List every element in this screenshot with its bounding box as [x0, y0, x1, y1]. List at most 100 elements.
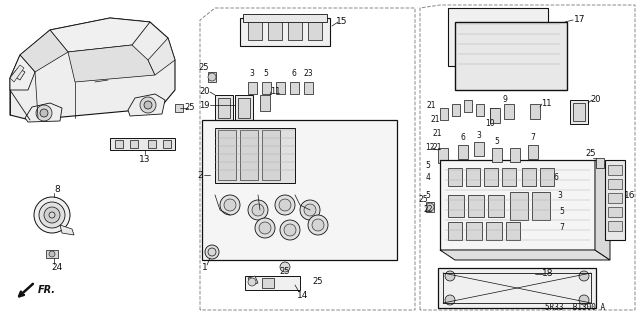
- Bar: [528, 145, 538, 159]
- Bar: [202, 120, 397, 260]
- Text: 25: 25: [418, 196, 428, 204]
- Bar: [235, 95, 253, 121]
- Circle shape: [224, 199, 236, 211]
- Bar: [426, 202, 434, 212]
- Bar: [238, 98, 250, 118]
- Bar: [510, 192, 528, 220]
- Bar: [148, 140, 156, 148]
- Bar: [240, 18, 330, 46]
- Circle shape: [140, 97, 156, 113]
- Text: 3: 3: [250, 70, 255, 78]
- Circle shape: [208, 248, 216, 256]
- Text: 18: 18: [542, 270, 554, 278]
- Bar: [455, 22, 567, 90]
- Polygon shape: [148, 38, 175, 75]
- Bar: [130, 140, 138, 148]
- Circle shape: [275, 195, 295, 215]
- Circle shape: [445, 271, 455, 281]
- Bar: [540, 168, 554, 186]
- Text: 3: 3: [477, 130, 481, 139]
- Text: FR.: FR.: [38, 285, 56, 295]
- Bar: [476, 104, 484, 116]
- Polygon shape: [440, 250, 610, 260]
- Text: 10: 10: [485, 120, 495, 129]
- Bar: [448, 8, 548, 66]
- Bar: [440, 160, 595, 250]
- Bar: [532, 192, 550, 220]
- Text: 25: 25: [185, 103, 195, 113]
- Text: 23: 23: [303, 70, 313, 78]
- Bar: [215, 95, 233, 121]
- Bar: [522, 168, 536, 186]
- Text: 24: 24: [51, 263, 63, 272]
- Bar: [468, 195, 484, 217]
- Text: 5: 5: [559, 207, 564, 217]
- Bar: [506, 222, 520, 240]
- Text: 13: 13: [140, 155, 151, 165]
- Circle shape: [49, 212, 55, 218]
- Bar: [608, 193, 622, 203]
- Bar: [308, 22, 322, 40]
- Bar: [530, 104, 540, 119]
- Text: 6: 6: [292, 70, 296, 78]
- Bar: [502, 168, 516, 186]
- Text: 11: 11: [541, 100, 551, 108]
- Bar: [260, 95, 270, 111]
- Bar: [492, 148, 502, 162]
- Bar: [243, 14, 327, 22]
- Circle shape: [252, 204, 264, 216]
- Bar: [466, 168, 480, 186]
- Circle shape: [579, 271, 589, 281]
- Text: 25: 25: [313, 278, 323, 286]
- Bar: [276, 82, 285, 94]
- Bar: [484, 168, 498, 186]
- Text: 25: 25: [199, 63, 209, 72]
- Polygon shape: [128, 94, 165, 116]
- Bar: [268, 22, 282, 40]
- Text: 2: 2: [197, 170, 203, 180]
- Circle shape: [308, 215, 328, 235]
- Bar: [448, 222, 462, 240]
- Bar: [474, 142, 484, 156]
- Bar: [448, 195, 464, 217]
- Text: 5: 5: [495, 137, 499, 145]
- Text: 22: 22: [423, 205, 433, 214]
- Circle shape: [304, 204, 316, 216]
- Bar: [448, 168, 462, 186]
- Circle shape: [34, 197, 70, 233]
- Circle shape: [280, 220, 300, 240]
- Text: 5: 5: [264, 70, 268, 78]
- Text: 14: 14: [298, 291, 308, 300]
- Bar: [218, 130, 236, 180]
- Text: 21: 21: [432, 144, 442, 152]
- Circle shape: [445, 295, 455, 305]
- Text: 20: 20: [200, 87, 211, 97]
- Circle shape: [259, 222, 271, 234]
- Text: 20: 20: [591, 95, 601, 105]
- Circle shape: [44, 207, 60, 223]
- Circle shape: [426, 203, 434, 211]
- Circle shape: [579, 295, 589, 305]
- Bar: [486, 222, 502, 240]
- Circle shape: [284, 224, 296, 236]
- Circle shape: [279, 199, 291, 211]
- Circle shape: [312, 219, 324, 231]
- Bar: [262, 278, 274, 288]
- Bar: [490, 108, 498, 120]
- Bar: [288, 22, 302, 40]
- Bar: [115, 140, 123, 148]
- Bar: [304, 82, 313, 94]
- Polygon shape: [10, 18, 175, 120]
- Polygon shape: [68, 45, 155, 82]
- Text: 6: 6: [461, 133, 465, 143]
- Bar: [488, 195, 504, 217]
- Text: 6: 6: [554, 174, 559, 182]
- Text: 25: 25: [280, 268, 291, 277]
- Bar: [438, 268, 596, 308]
- Bar: [290, 82, 299, 94]
- Polygon shape: [10, 55, 35, 90]
- Bar: [110, 138, 175, 150]
- Text: 17: 17: [574, 16, 586, 25]
- Circle shape: [248, 200, 268, 220]
- Bar: [464, 100, 472, 112]
